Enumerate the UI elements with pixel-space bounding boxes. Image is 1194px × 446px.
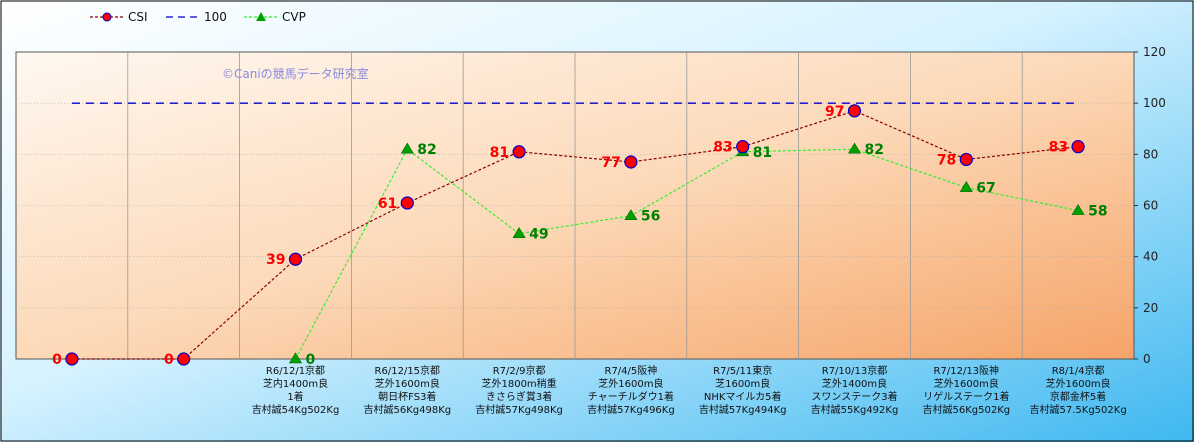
y-tick-label: 20: [1143, 301, 1158, 315]
cvp-data-label: 82: [417, 142, 436, 158]
legend: CSI 100 CVP: [90, 10, 306, 24]
x-category-label: 芝外1600m良: [598, 377, 663, 390]
legend-label-cvp: CVP: [282, 10, 306, 24]
x-category-label: 吉村誠55Kg492Kg: [811, 403, 899, 416]
y-tick-label: 60: [1143, 199, 1158, 213]
x-category-label: R7/5/11東京: [713, 364, 772, 377]
x-category-label: 吉村誠57Kg496Kg: [587, 403, 675, 416]
x-category-label: 1着: [287, 390, 303, 403]
cvp-data-label: 67: [976, 181, 995, 197]
y-tick-label: 80: [1143, 147, 1158, 161]
csi-data-label: 78: [937, 152, 956, 168]
x-category-label: R7/2/9京都: [493, 364, 546, 377]
csi-data-label: 81: [490, 145, 509, 161]
grid-lines: [16, 52, 1134, 359]
legend-item-100: 100: [166, 10, 227, 24]
x-category-label: 京都金杯5着: [1050, 390, 1106, 403]
cvp-point: [400, 142, 414, 154]
csi-data-label: 97: [825, 104, 844, 120]
x-category-label: 芝外1800m稍重: [481, 377, 556, 390]
x-category-label: 芝外1600m良: [375, 377, 440, 390]
x-category-label: R7/10/13京都: [822, 364, 888, 377]
legend-item-cvp: CVP: [244, 10, 306, 24]
y-tick-label: 0: [1143, 352, 1151, 366]
cvp-data-label: 82: [865, 142, 884, 158]
watermark: ©Caniの競馬データ研究室: [222, 66, 369, 81]
csi-point: [400, 196, 414, 210]
x-category-label: 吉村誠57.5Kg502Kg: [1030, 403, 1127, 416]
csi-point: [512, 145, 526, 159]
csi-data-label: 0: [164, 352, 174, 368]
cvp-point: [847, 142, 862, 154]
x-category-label: 吉村誠54Kg502Kg: [252, 403, 340, 416]
csi-data-label: 77: [601, 155, 620, 171]
x-category-label: 吉村誠57Kg494Kg: [699, 403, 787, 416]
series-line-cvp: [294, 148, 1079, 360]
y-tick-label: 120: [1143, 45, 1166, 59]
cvp-point: [512, 227, 526, 238]
x-category-label: R7/4/5阪神: [605, 364, 658, 377]
x-category-label: 吉村誠57Kg498Kg: [475, 403, 563, 416]
y-tick-label: 100: [1143, 96, 1166, 110]
cvp-data-label: 56: [641, 209, 660, 225]
csi-data-label: 61: [378, 196, 397, 212]
cvp-point: [959, 181, 973, 192]
x-category-label: スワンステーク3着: [811, 390, 897, 403]
cvp-data-label: 0: [306, 352, 316, 368]
series-layer: 0 82 49 56 81 82 67 58 0 0 39 61 81 77 83 97 78 83: [52, 102, 1108, 368]
csi-point: [736, 140, 750, 154]
x-category-label: 朝日杯FS3着: [378, 390, 436, 403]
csi-point: [959, 152, 973, 167]
y-tick-label: 40: [1143, 250, 1158, 264]
cvp-point: [288, 352, 303, 364]
x-category-label: R6/12/15京都: [375, 364, 441, 377]
x-category-label: 芝外1600m良: [1045, 377, 1110, 390]
x-category-label: きさらぎ賞3着: [486, 390, 552, 403]
csi-point: [624, 155, 638, 169]
csi-point: [288, 252, 303, 266]
x-category-label: 芝外1600m良: [934, 377, 999, 390]
csi-point: [1071, 140, 1085, 154]
cvp-data-label: 49: [529, 227, 548, 243]
legend-item-csi: CSI: [90, 10, 148, 24]
cvp-point: [1071, 204, 1085, 215]
csi-point: [847, 104, 862, 118]
csi-data-label: 0: [52, 352, 62, 368]
series-line-csi: [71, 110, 1079, 360]
x-category-label: 芝1600m良: [715, 377, 770, 390]
csi-point: [177, 352, 191, 366]
legend-label-100: 100: [204, 10, 227, 24]
cvp-data-label: 81: [753, 145, 772, 161]
cvp-data-label: 58: [1088, 204, 1107, 220]
csi-data-label: 39: [266, 252, 285, 268]
x-category-label: R7/12/13阪神: [934, 364, 1000, 377]
x-category-label: リゲルステーク1着: [923, 390, 1009, 403]
x-category-label: R6/12/1京都: [266, 364, 325, 377]
csi-data-label: 83: [1049, 140, 1068, 156]
x-category-label: 吉村誠56Kg502Kg: [922, 403, 1010, 416]
x-category-label: 芝外1400m良: [822, 377, 887, 390]
x-category-label: 吉村誠56Kg498Kg: [363, 403, 451, 416]
x-category-label: R8/1/4京都: [1052, 364, 1105, 377]
y-axis: 0 20 40 60 80 100 120: [1134, 45, 1166, 366]
legend-label-csi: CSI: [128, 10, 148, 24]
cvp-point: [624, 209, 638, 221]
x-category-label: NHKマイルカ5着: [704, 390, 782, 403]
x-category-label: チャーチルダウ1着: [588, 390, 674, 403]
x-category-label: 芝内1400m良: [263, 377, 328, 390]
csi-data-label: 83: [713, 140, 732, 156]
csi-point: [65, 352, 79, 366]
